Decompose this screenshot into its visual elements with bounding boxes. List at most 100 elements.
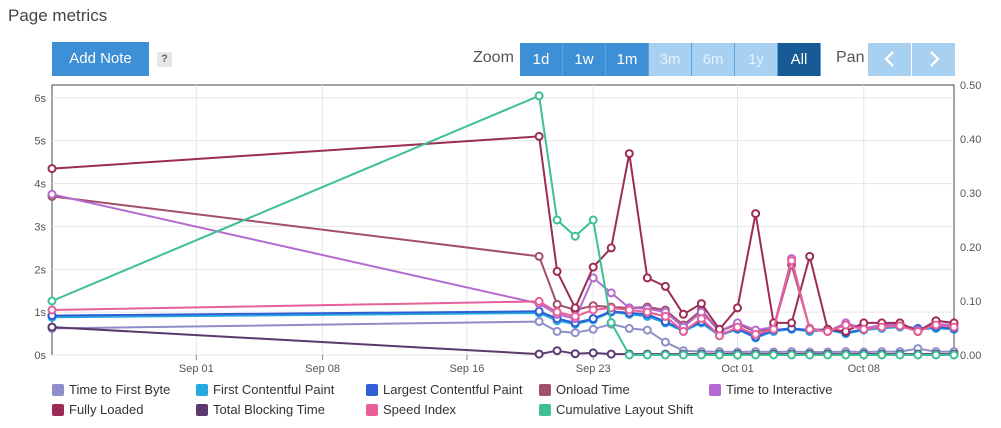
y-left-tick-label: 2s bbox=[34, 264, 46, 276]
chevron-left-icon bbox=[883, 51, 894, 67]
legend-label: Onload Time bbox=[556, 382, 630, 397]
legend-item[interactable]: Time to First Byte bbox=[52, 382, 196, 397]
legend-swatch bbox=[709, 383, 721, 396]
data-point bbox=[787, 256, 797, 266]
zoom-6m-button[interactable]: 6m bbox=[692, 43, 735, 76]
zoom-1d-button[interactable]: 1d bbox=[520, 43, 563, 76]
y-left-tick-label: 1s bbox=[34, 307, 46, 319]
y-left-tick-label: 4s bbox=[34, 179, 46, 191]
data-point bbox=[624, 149, 634, 159]
data-point bbox=[787, 350, 797, 360]
y-right-tick-label: 0.00 bbox=[960, 350, 981, 362]
data-point bbox=[552, 299, 562, 309]
y-right-tick-label: 0.20 bbox=[960, 242, 981, 254]
data-point bbox=[696, 314, 706, 324]
data-point bbox=[913, 326, 923, 336]
data-point bbox=[47, 164, 57, 174]
legend-item[interactable]: Speed Index bbox=[366, 402, 539, 417]
data-point bbox=[47, 322, 57, 332]
legend-label: Speed Index bbox=[383, 402, 457, 417]
legend-item[interactable]: Onload Time bbox=[539, 382, 709, 397]
data-point bbox=[931, 320, 941, 330]
data-point bbox=[588, 215, 598, 225]
data-point bbox=[534, 131, 544, 141]
legend-label: Total Blocking Time bbox=[213, 402, 325, 417]
data-point bbox=[949, 350, 959, 360]
zoom-1m-button[interactable]: 1m bbox=[606, 43, 649, 76]
data-point bbox=[642, 350, 652, 360]
data-point bbox=[895, 350, 905, 360]
data-point bbox=[696, 299, 706, 309]
data-point bbox=[606, 288, 616, 298]
data-point bbox=[715, 350, 724, 360]
data-point bbox=[678, 350, 688, 360]
data-point bbox=[877, 350, 887, 360]
x-tick-label: Sep 08 bbox=[305, 363, 340, 375]
y-right-tick-label: 0.30 bbox=[960, 188, 981, 200]
pan-right-button[interactable] bbox=[912, 43, 955, 76]
legend-item[interactable]: Fully Loaded bbox=[52, 402, 196, 417]
legend-item[interactable]: Largest Contentful Paint bbox=[366, 382, 539, 397]
data-point bbox=[841, 350, 851, 360]
legend-item[interactable]: Total Blocking Time bbox=[196, 402, 366, 417]
y-right-tick-label: 0.50 bbox=[960, 80, 981, 92]
data-point bbox=[534, 317, 544, 327]
legend-swatch bbox=[52, 383, 64, 396]
data-point bbox=[534, 349, 544, 359]
data-point bbox=[678, 309, 688, 319]
data-point bbox=[805, 350, 815, 360]
data-point bbox=[606, 243, 616, 253]
data-point bbox=[642, 307, 652, 317]
data-point bbox=[552, 215, 562, 225]
data-point bbox=[660, 350, 670, 360]
data-point bbox=[534, 91, 544, 101]
data-point bbox=[859, 350, 869, 360]
y-left-tick-label: 3s bbox=[34, 221, 46, 233]
data-point bbox=[841, 320, 851, 330]
zoom-3m-button[interactable]: 3m bbox=[649, 43, 692, 76]
data-point bbox=[769, 324, 779, 334]
data-point bbox=[47, 305, 57, 315]
help-icon[interactable]: ? bbox=[157, 52, 172, 67]
legend-swatch bbox=[539, 383, 551, 396]
data-point bbox=[751, 350, 761, 360]
data-point bbox=[751, 209, 761, 219]
data-point bbox=[588, 324, 598, 334]
data-point bbox=[534, 251, 544, 261]
data-point bbox=[552, 326, 562, 336]
data-point bbox=[696, 350, 706, 360]
y-right-tick-label: 0.10 bbox=[960, 296, 981, 308]
x-tick-label: Sep 01 bbox=[179, 363, 214, 375]
data-point bbox=[570, 311, 580, 321]
data-point bbox=[570, 328, 580, 338]
page-metrics-chart[interactable]: 0s 1s 2s 3s 4s 5s 6s 0.00 0.10 0.20 0.30 0.40 0.50 Se… bbox=[0, 0, 1001, 380]
legend-swatch bbox=[366, 383, 378, 396]
data-point bbox=[715, 331, 724, 341]
legend-swatch bbox=[196, 383, 208, 396]
legend-label: Time to First Byte bbox=[69, 382, 171, 397]
data-point bbox=[570, 349, 580, 359]
add-note-button[interactable]: Add Note bbox=[52, 42, 149, 76]
legend-item[interactable]: Time to Interactive bbox=[709, 382, 859, 397]
data-point bbox=[805, 324, 815, 334]
data-point bbox=[606, 318, 616, 328]
data-point bbox=[805, 251, 815, 261]
pan-left-button[interactable] bbox=[868, 43, 911, 76]
data-point bbox=[570, 231, 580, 241]
zoom-all-button[interactable]: All bbox=[778, 43, 821, 76]
data-point bbox=[552, 346, 562, 356]
legend-item[interactable]: Cumulative Layout Shift bbox=[539, 402, 709, 417]
y-left-tick-label: 6s bbox=[34, 93, 46, 105]
data-point bbox=[823, 326, 833, 336]
legend-item[interactable]: First Contentful Paint bbox=[196, 382, 366, 397]
data-point bbox=[895, 321, 905, 331]
series-line bbox=[51, 259, 955, 337]
data-point bbox=[606, 349, 616, 359]
y-left-tick-label: 0s bbox=[34, 350, 46, 362]
data-point bbox=[588, 262, 598, 272]
legend-swatch bbox=[196, 403, 208, 416]
zoom-1y-button[interactable]: 1y bbox=[735, 43, 778, 76]
data-point bbox=[47, 296, 57, 306]
x-tick-label: Oct 01 bbox=[721, 363, 753, 375]
zoom-1w-button[interactable]: 1w bbox=[563, 43, 606, 76]
